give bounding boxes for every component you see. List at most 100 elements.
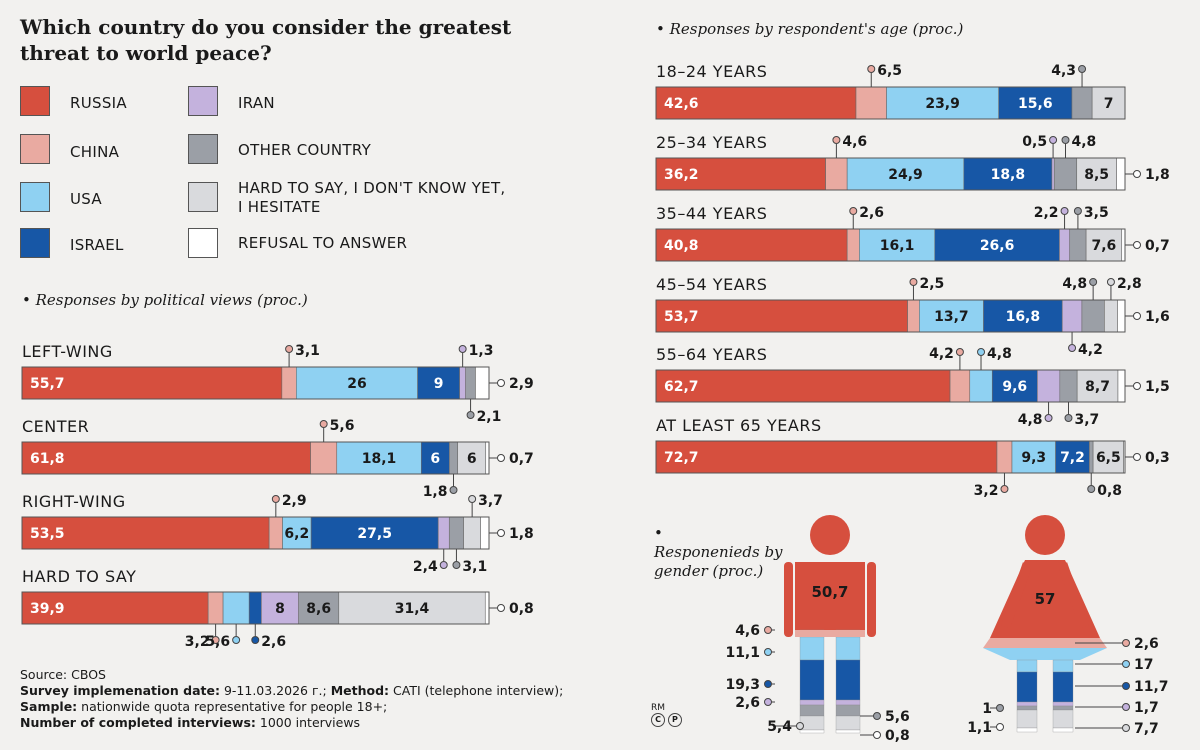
callout-dot	[1133, 453, 1141, 461]
legend-label: REFUSAL TO ANSWER	[238, 234, 408, 252]
segment-label: 9,6	[1002, 379, 1027, 395]
callout-dot	[996, 704, 1004, 712]
callout-dot	[497, 529, 505, 537]
callout-dot	[832, 136, 841, 144]
callout-dot	[1089, 278, 1098, 286]
segment-label: 53,7	[664, 309, 699, 325]
figure-torso	[795, 562, 865, 630]
chart-title: Which country do you consider the greate…	[20, 15, 512, 65]
figure-arm	[1059, 562, 1089, 628]
bar-segment	[261, 591, 299, 625]
callout-dot	[1122, 660, 1130, 668]
callout-dot	[996, 723, 1004, 731]
figure-leg-segment	[835, 636, 861, 661]
bar-segment	[934, 228, 1060, 262]
callout-label: 3,5	[1084, 205, 1109, 221]
callout-dot	[452, 561, 461, 569]
segment-label: 23,9	[925, 96, 960, 112]
bar-category-label: 25–34 YEARS	[656, 133, 768, 152]
callout-label: 17	[1134, 657, 1153, 673]
callout-label: 4,2	[1078, 342, 1103, 358]
legend-swatch-other-country	[188, 134, 218, 164]
callout-label: 2,6	[261, 634, 286, 650]
callout-label: 0,8	[1097, 483, 1122, 499]
bar-segment	[480, 516, 490, 550]
callout-dot	[211, 636, 220, 644]
copyright-mark: RM C P	[651, 703, 682, 727]
bar-segment	[886, 86, 1000, 120]
callout-label: 3,1	[462, 559, 487, 575]
bar-segment	[655, 440, 998, 474]
legend-label: IRAN	[238, 94, 275, 112]
segment-label: 39,9	[30, 601, 65, 617]
figure-leg-segment	[1016, 709, 1038, 729]
callout-dot	[849, 207, 858, 215]
bar-segment	[222, 591, 250, 625]
callout-dot	[977, 348, 986, 356]
segment-label: 72,7	[664, 450, 699, 466]
callout-dot	[1087, 485, 1096, 493]
figure-leg-segment	[1016, 659, 1038, 673]
segment-label: 26	[347, 376, 366, 392]
interviews-line: Number of completed interviews: 1000 int…	[20, 715, 361, 730]
callout-dot	[251, 636, 260, 644]
figure-leg-segment	[835, 729, 861, 734]
bar-segment	[1076, 157, 1117, 191]
figure-head	[810, 515, 850, 555]
callout-dot	[873, 712, 881, 720]
legend-swatch-refusal-to-answer	[188, 228, 218, 258]
bar-segment	[1051, 157, 1055, 191]
callout-label: 2,9	[282, 493, 307, 509]
legend-label: CHINA	[70, 143, 120, 161]
figure-leg-segment	[799, 659, 825, 701]
bar-segment	[919, 299, 984, 333]
callout-label: 11,1	[725, 645, 760, 661]
bar-segment	[21, 441, 311, 475]
callout-label: 19,3	[725, 677, 760, 693]
callout-dot	[955, 348, 964, 356]
bar-segment	[1055, 440, 1090, 474]
age-section-title: • Responses by respondent's age (proc.)	[656, 20, 964, 38]
callout-dot	[764, 648, 772, 656]
bar-segment	[1036, 369, 1061, 403]
callout-dot	[1133, 170, 1141, 178]
bar-segment	[463, 516, 481, 550]
bar-segment	[655, 369, 951, 403]
figure-hem	[983, 638, 1107, 648]
bar-segment	[1061, 299, 1083, 333]
figure-arm	[784, 562, 793, 637]
callout-dot	[319, 420, 328, 428]
segment-label: 18,8	[991, 167, 1026, 183]
figure-leg-segment	[799, 699, 825, 706]
callout-label: 1,1	[967, 720, 992, 736]
figure-main-value: 50,7	[811, 583, 848, 601]
sample-line: Sample: nationwide quota representative …	[20, 699, 388, 714]
figure-leg-segment	[1016, 705, 1038, 711]
callout-dot	[1068, 344, 1077, 352]
male-figure: 50,7 4,6 11,1 19,3 2,6 5,4 5,6 0,8	[725, 515, 910, 744]
legend-swatch-hard-to-say-i-don-t-know-yet-i-hesitate	[188, 182, 218, 212]
bar-segment	[655, 86, 857, 120]
figure-leg-segment	[1052, 659, 1074, 673]
bar-segment	[417, 366, 460, 400]
legend-label: USA	[70, 190, 102, 208]
segment-label: 8,6	[306, 601, 331, 617]
segment-label: 61,8	[30, 451, 65, 467]
callout-label: 2,1	[477, 409, 502, 425]
callout-label: 1	[982, 701, 992, 717]
callout-dot	[764, 626, 772, 634]
bar-segment	[991, 369, 1038, 403]
figure-arm	[867, 562, 876, 637]
callout-label: 2,6	[859, 205, 884, 221]
figure-leg-segment	[1016, 701, 1038, 707]
figure-leg-segment	[1052, 727, 1074, 733]
figure-leg-segment	[835, 699, 861, 706]
callout-dot	[1060, 207, 1069, 215]
segment-label: 6	[467, 451, 477, 467]
bar-category-label: CENTER	[22, 417, 90, 436]
bar-segment	[846, 228, 860, 262]
callout-dot	[1122, 724, 1130, 732]
callout-dot	[1106, 278, 1115, 286]
callout-dot	[764, 698, 772, 706]
